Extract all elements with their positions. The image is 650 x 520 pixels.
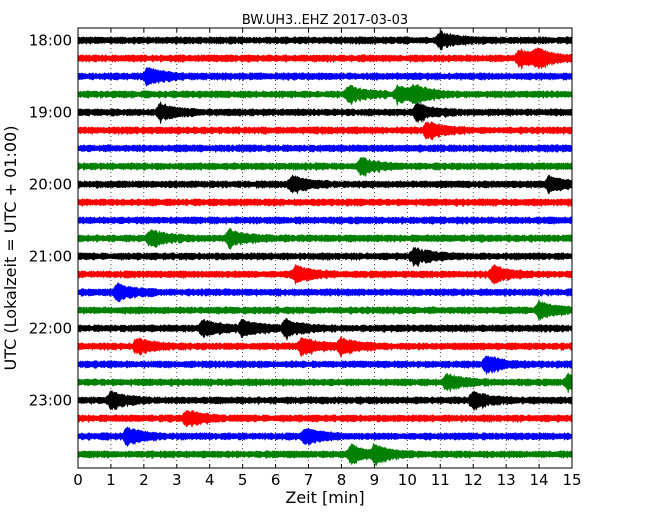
x-tick-label: 7 [304, 471, 314, 489]
seismogram-trace-1945 [77, 156, 573, 178]
chart-title: BW.UH3..EHZ 2017-03-03 [242, 13, 408, 28]
x-tick-label: 12 [464, 471, 483, 489]
trace-group [77, 30, 573, 467]
y-tick-label: 23:00 [29, 391, 72, 409]
seismogram-trace-1915 [77, 121, 573, 141]
x-tick-label: 9 [370, 471, 380, 489]
seismogram-trace-2045 [77, 227, 573, 250]
seismogram-trace-1830 [77, 66, 573, 87]
plot-frame [77, 27, 573, 469]
seismogram-trace-1815 [77, 47, 573, 71]
x-axis-ticks: 0 1 2 3 4 5 6 7 8 9 10 11 12 13 14 15 [73, 28, 582, 489]
y-tick-label: 18:00 [29, 31, 72, 49]
x-tick-label: 14 [530, 471, 549, 489]
x-tick-label: 4 [205, 471, 215, 489]
x-tick-label: 3 [172, 471, 182, 489]
x-tick-label: 13 [497, 471, 516, 489]
x-tick-label: 8 [337, 471, 347, 489]
y-tick-label: 22:00 [29, 319, 72, 337]
seismogram-trace-2030 [77, 216, 573, 226]
x-tick-label: 5 [238, 471, 248, 489]
x-tick-label: 11 [431, 471, 450, 489]
seismogram-trace-2300 [77, 390, 573, 412]
seismogram-trace-2200 [77, 317, 573, 342]
x-tick-label: 0 [73, 471, 83, 489]
x-tick-label: 15 [562, 471, 581, 489]
seismogram-trace-2100 [77, 246, 573, 268]
seismogram-trace-2345 [77, 442, 573, 467]
seismogram-trace-2215 [77, 335, 573, 359]
x-tick-label: 6 [271, 471, 281, 489]
seismogram-trace-2000 [77, 174, 573, 195]
seismogram-trace-1845 [77, 83, 573, 107]
seismogram-trace-2145 [77, 298, 573, 322]
seismogram-trace-2130 [77, 282, 573, 303]
seismogram-trace-1800 [77, 30, 573, 51]
x-tick-label: 2 [139, 471, 149, 489]
seismogram-trace-1930 [77, 144, 573, 154]
y-axis-label: UTC (Lokalzeit = UTC + 01:00) [1, 126, 20, 371]
seismogram-trace-2230 [77, 355, 573, 376]
y-tick-label: 21:00 [29, 247, 72, 265]
seismogram-trace-2315 [77, 409, 573, 429]
seismogram-trace-2015 [77, 198, 573, 208]
x-tick-label: 10 [398, 471, 417, 489]
y-tick-label: 19:00 [29, 103, 72, 121]
x-tick-label: 1 [106, 471, 116, 489]
x-axis-label: Zeit [min] [285, 488, 364, 507]
seismogram-trace-2115 [77, 263, 573, 286]
seismogram-trace-1900 [77, 100, 573, 124]
seismogram-trace-2245 [77, 372, 573, 393]
y-axis-ticks: 18:00 19:00 20:00 21:00 22:00 23:00 [29, 31, 82, 409]
minute-grid [110, 28, 540, 468]
seismogram-trace-2330 [77, 426, 573, 447]
y-tick-label: 20:00 [29, 175, 72, 193]
